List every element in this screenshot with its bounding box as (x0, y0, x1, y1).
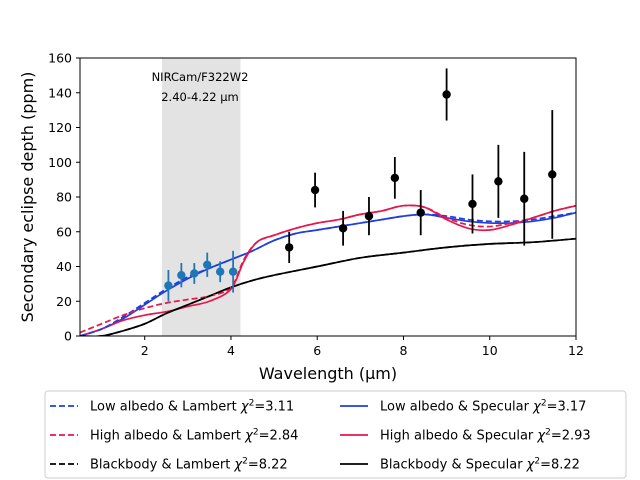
plot-frame (79, 57, 577, 337)
other-data-point (520, 194, 529, 203)
model-curves (80, 204, 576, 336)
band-label-range: 2.40-4.22 μm (161, 90, 239, 104)
y-tick-label: 0 (64, 329, 72, 344)
legend-label: Low albedo & Specular χ2=3.17 (380, 399, 586, 415)
nircam-data-point (177, 270, 186, 280)
other-data-point (468, 199, 477, 209)
series-line-0 (80, 211, 576, 336)
series-line-1 (80, 211, 576, 336)
x-tick-label: 12 (568, 343, 584, 358)
other-data-point (548, 170, 557, 179)
y-axis-label: Secondary eclipse depth (ppm) (18, 72, 37, 323)
legend-label: Blackbody & Specular χ2=8.22 (380, 457, 580, 473)
other-data-point (390, 173, 400, 183)
x-axis-label: Wavelength (μm) (259, 364, 397, 383)
series-line-2 (80, 204, 576, 334)
y-tick-label: 80 (56, 190, 72, 205)
legend: Low albedo & Lambert χ2=3.11 Low albedo &… (44, 390, 627, 479)
nircam-data-point (203, 260, 212, 269)
x-tick-label: 8 (400, 343, 408, 358)
x-tick-label: 2 (141, 343, 149, 358)
legend-label: Blackbody & Lambert χ2=8.22 (90, 457, 288, 473)
y-tick-label: 140 (48, 85, 72, 100)
x-tick-label: 6 (313, 343, 321, 358)
y-tick-label: 100 (48, 155, 72, 170)
x-tick-label: 4 (227, 343, 235, 358)
other-data-point (364, 211, 374, 221)
other-data-point (284, 243, 294, 252)
y-tick-label: 20 (56, 294, 72, 309)
y-tick-label: 60 (56, 224, 72, 239)
legend-box (44, 390, 627, 479)
series-line-4 (80, 237, 576, 336)
other-data-point (494, 177, 503, 186)
band-label-instrument: NIRCam/F322W2 (152, 70, 249, 84)
data-points (164, 68, 557, 302)
nircam-data-point (190, 269, 199, 278)
other-data-point (310, 185, 320, 195)
other-data-point (338, 224, 348, 233)
other-data-point (442, 90, 451, 99)
series-line-5 (80, 237, 576, 336)
nircam-data-point (215, 267, 225, 276)
legend-label: High albedo & Specular χ2=2.93 (380, 428, 591, 444)
legend-label: High albedo & Lambert χ2=2.84 (90, 428, 298, 444)
nircam-data-point (164, 281, 173, 290)
nircam-data-point (228, 267, 238, 276)
other-data-point (416, 208, 425, 217)
legend-label: Low albedo & Lambert χ2=3.11 (90, 399, 294, 415)
y-tick-label: 120 (48, 120, 72, 135)
x-tick-label: 10 (482, 343, 498, 358)
y-tick-label: 40 (56, 259, 72, 274)
y-tick-label: 160 (48, 51, 72, 66)
